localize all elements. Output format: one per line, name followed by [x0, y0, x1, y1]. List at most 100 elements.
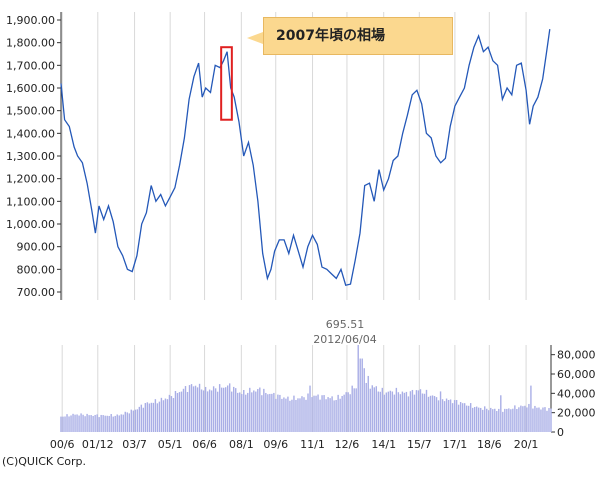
- volume-bar: [395, 387, 398, 432]
- volume-bar: [510, 409, 512, 432]
- volume-bar: [126, 412, 128, 432]
- volume-bar: [271, 393, 273, 432]
- volume-bar: [325, 399, 327, 432]
- volume-bar: [423, 393, 426, 432]
- volume-bar: [467, 405, 470, 432]
- volume-bar: [108, 415, 110, 432]
- volume-bar: [524, 405, 526, 432]
- volume-bar: [239, 392, 241, 432]
- volume-bar: [459, 402, 462, 432]
- volume-bar: [305, 399, 307, 432]
- volume-y-axis: 80,000 60,000 40,000 20,000 0: [550, 345, 596, 439]
- volume-bar: [486, 408, 488, 432]
- volume-bar: [267, 394, 269, 432]
- volume-bar: [490, 407, 492, 432]
- volume-bar: [128, 413, 130, 432]
- volume-bar: [281, 398, 283, 432]
- volume-bar: [132, 410, 134, 432]
- volume-bar: [544, 407, 546, 432]
- volume-bar: [514, 405, 516, 432]
- volume-bar: [192, 386, 195, 432]
- volume-bar: [353, 388, 355, 432]
- x-tick-label: 12/6: [335, 438, 360, 451]
- price-y-tick-label: 1,700.00: [6, 59, 55, 72]
- volume-bar: [482, 409, 484, 432]
- volume-bar: [253, 390, 255, 432]
- x-tick-label: 09/6: [263, 438, 288, 451]
- price-y-tick-label: 1,200.00: [6, 173, 55, 186]
- volume-bar: [230, 391, 233, 432]
- volume-bar: [528, 403, 530, 432]
- volume-bar: [144, 403, 147, 432]
- volume-bar: [98, 417, 100, 432]
- volume-bar: [399, 394, 402, 432]
- volume-bar: [331, 396, 333, 432]
- volume-bar: [385, 392, 388, 432]
- volume-bar: [202, 390, 205, 432]
- volume-bar: [411, 389, 414, 432]
- volume-bar: [538, 407, 540, 432]
- volume-bar: [241, 394, 243, 432]
- volume-bar: [72, 413, 74, 432]
- volume-bar: [339, 398, 341, 432]
- volume-bar: [160, 397, 163, 432]
- volume-bar: [92, 415, 94, 432]
- volume-bar: [70, 415, 72, 432]
- volume-bar: [465, 405, 468, 432]
- volume-bar: [417, 390, 420, 432]
- volume-bar: [455, 399, 458, 432]
- volume-bar: [158, 401, 161, 432]
- volume-bar: [194, 385, 197, 432]
- volume-bar: [377, 391, 379, 432]
- volume-bar: [453, 400, 456, 432]
- price-y-tick-label: 1,100.00: [6, 195, 55, 208]
- volume-bar: [100, 414, 102, 432]
- volume-bar: [148, 403, 151, 432]
- volume-bar: [80, 413, 82, 432]
- volume-bar: [367, 375, 369, 432]
- price-y-tick-label: 800.00: [17, 263, 56, 276]
- volume-bar: [110, 414, 112, 432]
- volume-bar: [299, 398, 301, 432]
- volume-bar: [457, 404, 460, 432]
- volume-bar: [190, 384, 193, 432]
- volume-bar: [532, 408, 534, 432]
- volume-bar: [407, 396, 410, 432]
- price-y-tick-label: 1,300.00: [6, 150, 55, 163]
- volume-bar: [228, 383, 231, 432]
- volume-bar: [500, 395, 502, 432]
- volume-bar: [387, 391, 390, 432]
- volume-bar: [351, 385, 353, 432]
- volume-bar: [534, 405, 536, 432]
- volume-bar: [66, 414, 68, 432]
- volume-bar: [321, 395, 323, 432]
- volume-bar: [421, 393, 424, 432]
- volume-bar: [518, 407, 520, 432]
- volume-bar: [182, 388, 185, 432]
- volume-bar: [257, 389, 259, 432]
- volume-bar: [488, 410, 490, 432]
- volume-bar: [291, 399, 293, 432]
- volume-bar: [498, 408, 500, 432]
- callout-pointer: [247, 32, 263, 44]
- volume-bar: [124, 411, 126, 432]
- volume-bar: [548, 408, 550, 432]
- volume-bar: [178, 392, 181, 432]
- volume-bar: [60, 416, 62, 432]
- volume-bar: [429, 395, 432, 432]
- volume-bar: [134, 409, 137, 432]
- volume-bar: [210, 390, 213, 432]
- volume-bar: [435, 397, 438, 432]
- volume-bar: [206, 391, 209, 432]
- volume-y-tick-label: 20,000: [557, 407, 596, 420]
- volume-bar: [345, 392, 347, 432]
- volume-bar: [492, 409, 494, 432]
- volume-bar: [341, 395, 343, 432]
- volume-bar: [469, 403, 472, 432]
- volume-bar: [357, 345, 359, 432]
- volume-bar: [265, 392, 267, 432]
- volume-bar: [327, 397, 329, 432]
- volume-bar: [68, 416, 70, 432]
- volume-bar: [508, 408, 510, 432]
- price-y-axis: 1,900.00 1,800.00 1,700.00 1,600.00 1,500.00…: [6, 12, 62, 300]
